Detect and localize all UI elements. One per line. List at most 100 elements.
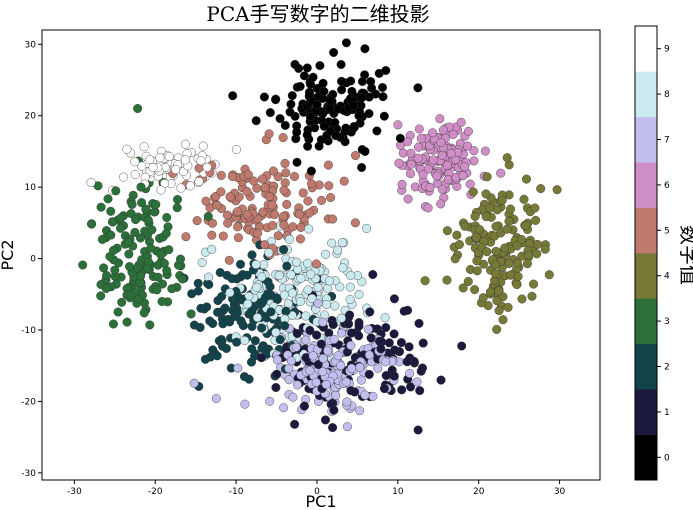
data-point-digit-3	[175, 254, 185, 264]
data-point-digit-7	[341, 377, 351, 387]
data-point-digit-5	[303, 196, 313, 206]
data-point-digit-7	[321, 380, 331, 390]
data-point-digit-1	[397, 385, 407, 395]
data-point-digit-5	[233, 222, 243, 232]
data-point-digit-5	[311, 259, 321, 269]
data-point-digit-4	[491, 221, 501, 231]
data-point-digit-4	[460, 221, 470, 231]
data-point-digit-3	[122, 317, 132, 327]
data-point-digit-4	[521, 220, 531, 230]
data-point-digit-3	[96, 291, 106, 301]
data-point-digit-4	[506, 270, 516, 280]
data-point-digit-5	[295, 209, 305, 219]
data-point-digit-8	[303, 258, 313, 268]
data-point-digit-0	[381, 65, 391, 75]
data-point-digit-4	[503, 302, 513, 312]
data-point-digit-3	[143, 257, 153, 267]
data-point-digit-0	[360, 146, 370, 156]
data-point-digit-7	[363, 324, 373, 334]
data-point-digit-4	[450, 254, 460, 264]
data-point-digit-4	[506, 204, 516, 214]
data-point-digit-4	[452, 230, 462, 240]
data-point-digit-7	[355, 362, 365, 372]
data-point-digit-3	[124, 249, 134, 259]
data-point-digit-7	[318, 353, 328, 363]
data-point-digit-4	[470, 211, 480, 221]
data-point-digit-8	[252, 313, 262, 323]
data-point-digit-3	[167, 284, 177, 294]
data-point-digit-4	[458, 283, 468, 293]
y-tick-label: 0	[30, 255, 36, 265]
data-point-digit-5	[232, 207, 242, 217]
data-point-digit-9	[155, 153, 165, 163]
colorbar-tick-label: 8	[664, 90, 670, 100]
data-point-digit-9	[171, 164, 181, 174]
data-point-digit-4	[420, 276, 430, 286]
data-point-digit-4	[532, 249, 542, 259]
data-point-digit-4	[517, 234, 527, 244]
colorbar-segment-0	[635, 434, 657, 481]
data-point-digit-4	[552, 185, 562, 195]
data-point-digit-0	[357, 76, 367, 86]
data-point-digit-1	[384, 338, 394, 348]
data-point-digit-4	[481, 189, 491, 199]
data-point-digit-1	[350, 387, 360, 397]
data-point-digit-5	[225, 192, 235, 202]
colorbar-segment-6	[635, 162, 657, 208]
data-point-digit-0	[360, 44, 370, 54]
data-point-digit-1	[321, 415, 331, 425]
data-point-digit-4	[468, 187, 478, 197]
data-point-digit-3	[130, 227, 140, 237]
data-point-digit-8	[284, 234, 294, 244]
data-point-digit-0	[265, 108, 275, 118]
data-point-digit-5	[282, 199, 292, 209]
data-point-digit-0	[378, 92, 388, 102]
data-point-digit-8	[252, 282, 262, 292]
data-point-digit-6	[406, 169, 416, 179]
data-point-digit-3	[103, 194, 113, 204]
data-point-digit-3	[203, 211, 213, 221]
data-point-digit-0	[379, 111, 389, 121]
data-point-digit-8	[287, 310, 297, 320]
data-point-digit-2	[232, 292, 242, 302]
data-point-digit-5	[326, 192, 336, 202]
data-point-digit-7	[412, 377, 422, 387]
data-point-digit-0	[271, 95, 281, 105]
data-point-digit-9	[119, 172, 129, 182]
data-point-digit-4	[485, 287, 495, 297]
data-point-digit-0	[341, 123, 351, 133]
data-point-digit-0	[259, 92, 269, 102]
data-point-digit-4	[491, 246, 501, 256]
data-point-digit-4	[502, 224, 512, 234]
data-point-digit-6	[469, 146, 479, 156]
data-point-digit-6	[436, 138, 446, 148]
data-point-digit-2	[272, 293, 282, 303]
data-point-digit-3	[136, 271, 146, 281]
data-point-digit-4	[475, 224, 485, 234]
data-point-digit-0	[349, 121, 359, 131]
data-point-digit-5	[328, 214, 338, 224]
data-point-digit-9	[145, 155, 155, 165]
data-point-digit-6	[403, 137, 413, 147]
data-point-digit-3	[113, 307, 123, 317]
data-point-digit-7	[356, 375, 366, 385]
data-point-digit-2	[232, 337, 242, 347]
data-point-digit-3	[96, 202, 106, 212]
data-point-digit-0	[286, 99, 296, 109]
data-point-digit-8	[322, 299, 332, 309]
x-tick-label: -30	[67, 487, 82, 497]
data-point-digit-9	[86, 177, 96, 187]
data-point-digit-5	[181, 232, 191, 242]
data-point-digit-1	[457, 341, 467, 351]
colorbar: 0 1 2 3 4 5 6 7 8 9	[634, 25, 670, 481]
data-point-digit-4	[470, 285, 480, 295]
data-point-digit-1	[390, 345, 400, 355]
data-point-digit-8	[240, 336, 250, 346]
data-point-digit-2	[257, 323, 267, 333]
data-point-digit-3	[102, 271, 112, 281]
data-point-digit-0	[336, 60, 346, 70]
data-point-digit-6	[428, 155, 438, 165]
data-point-digit-6	[413, 153, 423, 163]
y-tick-label: -10	[21, 326, 36, 336]
data-point-digit-7	[333, 351, 343, 361]
